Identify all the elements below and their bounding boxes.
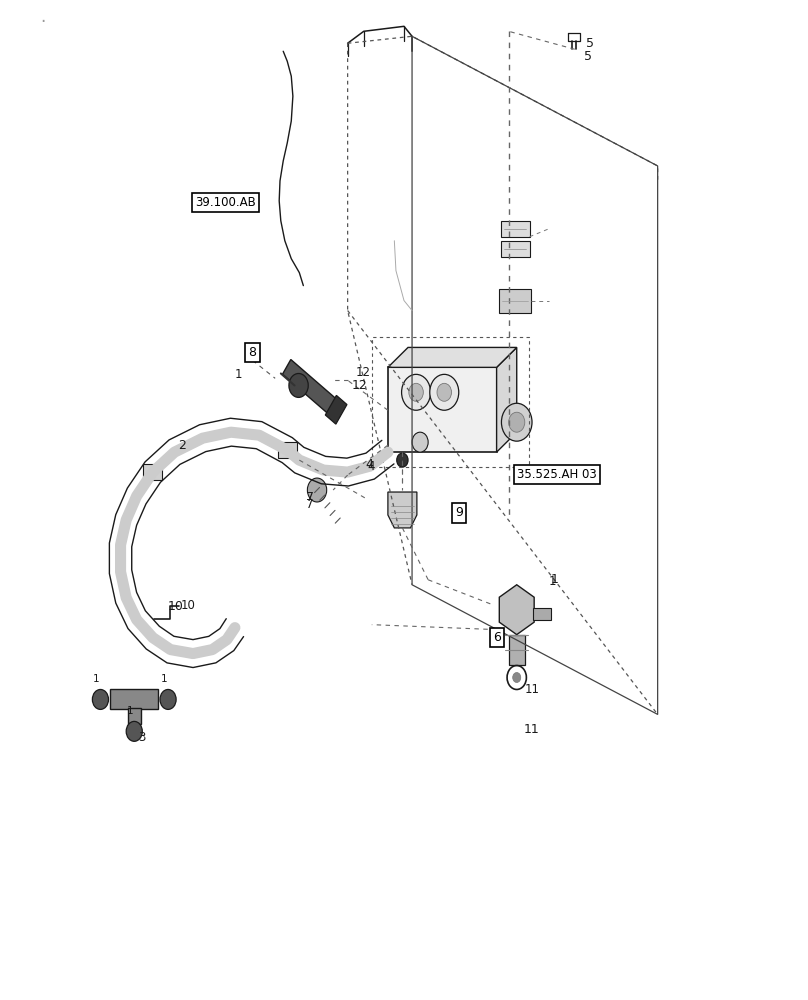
Bar: [499, 289, 531, 313]
Bar: [128, 708, 141, 724]
Text: 11: 11: [524, 683, 540, 696]
Text: 2: 2: [179, 439, 187, 452]
Text: 7: 7: [305, 498, 314, 511]
Bar: [509, 635, 524, 665]
Text: 6: 6: [494, 631, 501, 644]
Bar: [532, 608, 550, 620]
Polygon shape: [499, 585, 534, 635]
Text: 9: 9: [455, 506, 463, 519]
Text: 12: 12: [356, 366, 371, 379]
Circle shape: [397, 453, 408, 467]
Text: 5: 5: [584, 50, 592, 63]
Text: 12: 12: [351, 379, 368, 392]
Text: 1: 1: [93, 674, 99, 684]
Bar: [278, 442, 297, 458]
Text: 10: 10: [181, 599, 196, 612]
Polygon shape: [388, 347, 517, 367]
Polygon shape: [497, 347, 517, 452]
Bar: [143, 464, 162, 480]
Text: 1: 1: [127, 706, 133, 716]
Polygon shape: [388, 492, 417, 528]
Circle shape: [513, 673, 521, 682]
Text: 1: 1: [235, 368, 242, 381]
Bar: [388, 367, 497, 452]
Text: 3: 3: [138, 731, 145, 744]
Circle shape: [437, 383, 452, 401]
Text: 10: 10: [168, 600, 184, 613]
Circle shape: [402, 374, 431, 410]
Circle shape: [412, 432, 428, 452]
Circle shape: [289, 373, 308, 397]
Circle shape: [509, 412, 524, 432]
Polygon shape: [326, 395, 347, 424]
Polygon shape: [283, 360, 340, 417]
Text: 7: 7: [305, 491, 314, 504]
Text: 1: 1: [161, 674, 167, 684]
Text: 4: 4: [365, 458, 373, 471]
Circle shape: [160, 689, 176, 709]
Text: 8: 8: [249, 346, 257, 359]
Circle shape: [126, 721, 142, 741]
Text: 35.525.AH 03: 35.525.AH 03: [517, 468, 597, 481]
Text: 1: 1: [549, 575, 557, 588]
Circle shape: [92, 689, 108, 709]
Circle shape: [307, 478, 326, 502]
Bar: [501, 241, 529, 257]
Text: 39.100.AB: 39.100.AB: [195, 196, 255, 209]
Text: 4: 4: [368, 460, 375, 473]
Circle shape: [502, 403, 532, 441]
Circle shape: [430, 374, 459, 410]
Bar: [110, 689, 158, 709]
Text: 11: 11: [523, 723, 539, 736]
Circle shape: [409, 383, 423, 401]
Text: 1: 1: [550, 573, 558, 586]
Bar: [501, 221, 529, 237]
Text: 5: 5: [586, 37, 594, 50]
Text: ·: ·: [40, 13, 45, 31]
